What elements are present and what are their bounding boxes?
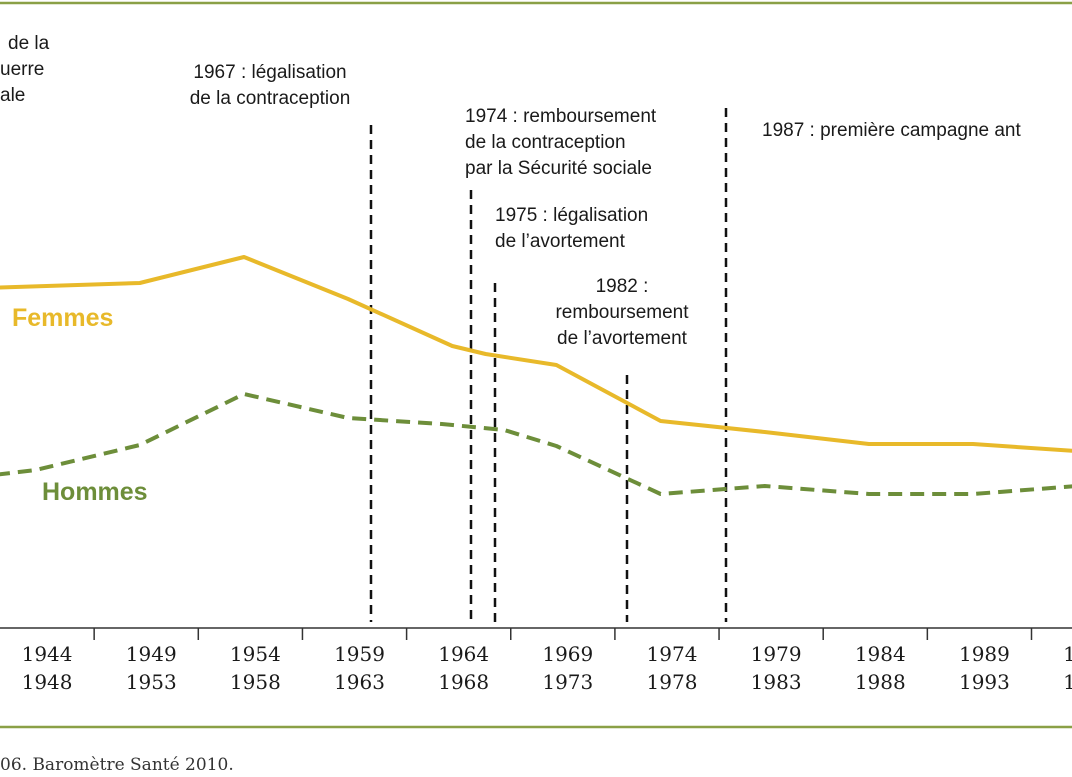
x-tick-label: 1979 1983 (751, 642, 802, 694)
x-tick-label: 1989 1993 (959, 642, 1010, 694)
x-tick-label: 19941998 (1063, 642, 1072, 694)
x-tick-label: 1959 1963 (334, 642, 385, 694)
series-line-hommes (0, 392, 1072, 496)
x-tick-label: 1964 1968 (438, 642, 489, 694)
x-tick-label: 1974 1978 (647, 642, 698, 694)
event-annotation: 1982 : remboursement de l’avortement (555, 276, 689, 349)
x-tick-label: 1969 1973 (542, 642, 593, 694)
source-note: 06. Baromètre Santé 2010. (0, 755, 234, 772)
x-tick-label: 1949 1953 (126, 642, 177, 694)
series-label-femmes: Femmes (12, 304, 113, 332)
event-annotation: 1975 : légalisation de l’avortement (495, 205, 648, 252)
series-label-hommes: Hommes (42, 478, 148, 506)
x-tick-label: 1954 1958 (230, 642, 281, 694)
event-annotation: 1974 : remboursement de la contraception p… (465, 106, 657, 179)
event-annotation-partial: de la uerre ale (0, 33, 50, 106)
event-annotation: 1987 : première campagne ant (762, 120, 1021, 141)
x-tick-label: 1944 1948 (22, 642, 73, 694)
event-annotation: 1967 : légalisation de la contraception (190, 62, 351, 109)
series-line-femmes (0, 255, 1072, 453)
x-tick-label: 1984 1988 (855, 642, 906, 694)
